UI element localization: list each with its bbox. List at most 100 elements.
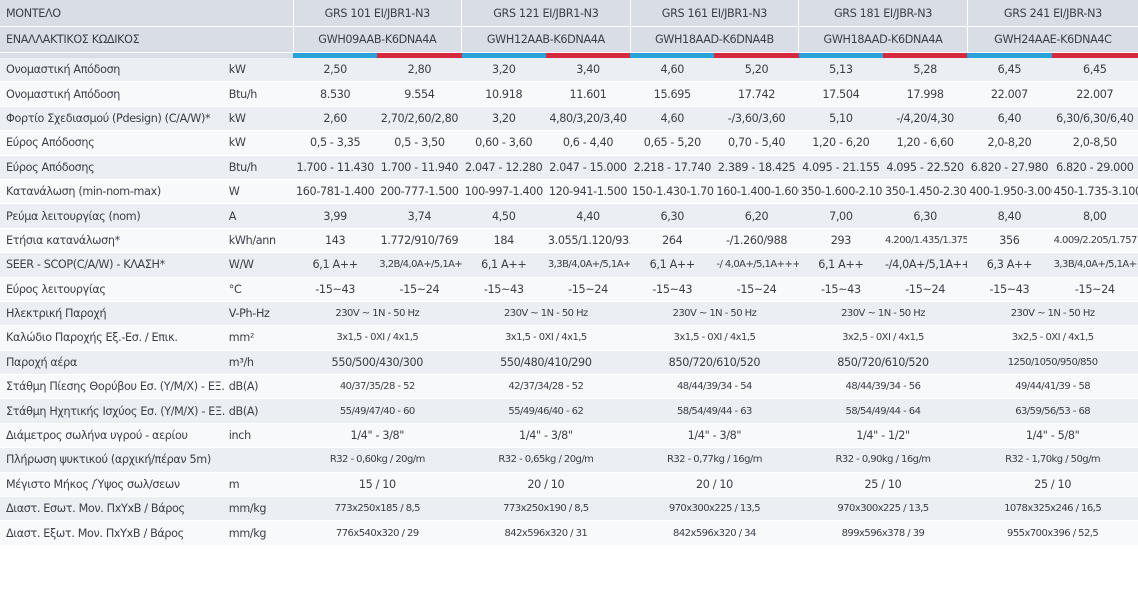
spec-value: -/ 4,0A+/5,1A+++ — [714, 252, 799, 278]
spec-value: 6,45 — [967, 58, 1052, 83]
spec-value: 1.700 - 11.940 — [377, 155, 462, 180]
spec-unit: inch — [224, 423, 294, 449]
spec-row: Εύρος λειτουργίας °C -15~43 -15~24 -15~43 -15… — [0, 277, 1138, 302]
heating-bar — [714, 52, 799, 58]
spec-value: 8,00 — [1051, 203, 1138, 229]
spec-value: 25 / 10 — [967, 472, 1138, 498]
spec-value: 3,99 — [293, 203, 378, 229]
spec-value: -15~24 — [882, 277, 968, 302]
spec-unit: mm/kg — [224, 496, 294, 522]
spec-unit: Btu/h — [224, 81, 294, 107]
spec-table-body: ΜΟΝΤΕΛΟ GRS 101 EI/JBR1-N3 GRS 121 EI/JBR1… — [0, 0, 1138, 546]
heating-bar — [882, 52, 968, 58]
spec-value: 143 — [293, 228, 378, 254]
spec-value: 356 — [967, 228, 1052, 254]
spec-value: 2.218 - 17.740 — [630, 155, 715, 180]
spec-value: 58/54/49/44 - 64 — [798, 398, 968, 424]
spec-value: 2.389 - 18.425 — [714, 155, 799, 180]
spec-label: Ονομαστική Απόδοση — [0, 58, 225, 83]
spec-value: 1.772/910/769 — [377, 228, 462, 254]
spec-label: Μέγιστο Μήκος /Ύψος σωλ/σεων — [0, 472, 225, 498]
spec-label: Διαστ. Εξωτ. Μον. ΠxΥxΒ / Βάρος — [0, 520, 225, 546]
spec-value: 2,70/2,60/2,80 — [377, 106, 462, 132]
spec-value: 3x1,5 - 0XI / 4x1,5 — [293, 325, 462, 351]
spec-unit: mm² — [224, 325, 294, 351]
spec-row: Πλήρωση ψυκτικού (αρχική/πέραν 5m) R32 - … — [0, 447, 1138, 473]
spec-value: 2,0-8,50 — [1051, 130, 1138, 156]
spec-value: 4.009/2.205/1.757 — [1051, 228, 1138, 254]
spec-value: 230V ~ 1N - 50 Hz — [293, 301, 462, 327]
spec-value: 1250/1050/950/850 — [967, 350, 1138, 376]
spec-value: 842x596x320 / 31 — [461, 520, 631, 546]
spec-value: R32 - 0,77kg / 16g/m — [630, 447, 799, 473]
spec-row: SEER - SCOP(C/A/W) - ΚΛΑΣΗ* W/W 6,1 A++ 3,2… — [0, 252, 1138, 278]
spec-value: 5,28 — [882, 58, 968, 83]
spec-value: 49/44/41/39 - 58 — [967, 374, 1138, 400]
spec-row: Παροχή αέρα m³/h 550/500/430/300 550/480/41… — [0, 350, 1138, 376]
spec-row: Διαστ. Εσωτ. Μον. ΠxΥxΒ / Βάρος mm/kg 773x… — [0, 496, 1138, 522]
spec-value: 3,3B/4,0A+/5,1A+++ — [1051, 252, 1138, 278]
spec-value: 2,50 — [293, 58, 378, 83]
spec-value: 450-1.735-3.100 — [1051, 179, 1138, 205]
spec-value: 4,50 — [461, 203, 546, 229]
cooling-bar — [293, 52, 378, 58]
spec-value: 5,20 — [714, 58, 799, 83]
spec-row: Ηλεκτρική Παροχή V-Ph-Hz 230V ~ 1N - 50 Hz… — [0, 301, 1138, 327]
spec-value: 55/49/46/40 - 62 — [461, 398, 631, 424]
header-row-model: ΜΟΝΤΕΛΟ GRS 101 EI/JBR1-N3 GRS 121 EI/JBR1… — [0, 0, 1138, 27]
spec-value: 6,45 — [1051, 58, 1138, 83]
spec-row: Μέγιστο Μήκος /Ύψος σωλ/σεων m 15 / 10 20 /… — [0, 472, 1138, 498]
spec-value: 899x596x378 / 39 — [798, 520, 968, 546]
spec-value: -/3,60/3,60 — [714, 106, 799, 132]
spec-value: 1/4" - 5/8" — [967, 423, 1138, 449]
spec-value: 160-1.400-1.600 — [714, 179, 799, 205]
spec-value: R32 - 0,65kg / 20g/m — [461, 447, 631, 473]
spec-value: 970x300x225 / 13,5 — [630, 496, 799, 522]
spec-value: R32 - 1,70kg / 50g/m — [967, 447, 1138, 473]
spec-row: Ρεύμα λειτουργίας (nom) A 3,99 3,74 4,50 4,40… — [0, 203, 1138, 229]
spec-value: 4,60 — [630, 106, 715, 132]
spec-unit: °C — [224, 277, 294, 302]
spec-unit: dB(A) — [224, 374, 294, 400]
spec-value: 4.200/1.435/1.375 — [882, 228, 968, 254]
spec-value: -15~43 — [630, 277, 715, 302]
model-code: GWH09AAB-K6DNA4A — [292, 26, 462, 53]
spec-value: 0,65 - 5,20 — [630, 130, 715, 156]
spec-value: 3x1,5 - 0XI / 4x1,5 — [461, 325, 631, 351]
spec-value: 230V ~ 1N - 50 Hz — [630, 301, 799, 327]
spec-row: Κατανάλωση (min-nom-max) W 160-781-1.400 20… — [0, 179, 1138, 205]
spec-value: 11.601 — [545, 81, 631, 107]
spec-label: Διαστ. Εσωτ. Μον. ΠxΥxΒ / Βάρος — [0, 496, 225, 522]
spec-label: Διάμετρος σωλήνα υγρού - αερίου — [0, 423, 225, 449]
spec-value: 6,1 A++ — [293, 252, 378, 278]
spec-value: 6,20 — [714, 203, 799, 229]
spec-value: 550/500/430/300 — [293, 350, 462, 376]
spec-value: 230V ~ 1N - 50 Hz — [461, 301, 631, 327]
spec-label: Εύρος Απόδοσης — [0, 130, 225, 156]
spec-unit: kW — [224, 58, 294, 83]
spec-value: 350-1.600-2.100 — [798, 179, 883, 205]
model-label: ΜΟΝΤΕΛΟ — [0, 0, 294, 27]
spec-unit: m³/h — [224, 350, 294, 376]
spec-unit — [224, 447, 294, 473]
spec-value: 100-997-1.400 — [461, 179, 546, 205]
spec-value: 17.742 — [714, 81, 799, 107]
spec-value: 350-1.450-2.300 — [882, 179, 968, 205]
spec-value: R32 - 0,60kg / 20g/m — [293, 447, 462, 473]
model-code: GWH24AAE-K6DNA4C — [966, 26, 1138, 53]
spec-value: 8,40 — [967, 203, 1052, 229]
spec-unit: W/W — [224, 252, 294, 278]
spec-label: Παροχή αέρα — [0, 350, 225, 376]
spec-table: ΜΟΝΤΕΛΟ GRS 101 EI/JBR1-N3 GRS 121 EI/JBR1… — [0, 0, 1138, 546]
spec-value: 63/59/56/53 - 68 — [967, 398, 1138, 424]
spec-unit: V-Ph-Hz — [224, 301, 294, 327]
heating-bar — [545, 52, 631, 58]
model-name: GRS 101 EI/JBR1-N3 — [292, 0, 462, 27]
spec-value: 15.695 — [630, 81, 715, 107]
spec-value: 773x250x190 / 8,5 — [461, 496, 631, 522]
bar-spacer — [0, 52, 294, 58]
spec-value: 1,20 - 6,60 — [882, 130, 968, 156]
spec-value: 3x2,5 - 0XI / 4x1,5 — [967, 325, 1138, 351]
spec-unit: dB(A) — [224, 398, 294, 424]
spec-value: 2,60 — [293, 106, 378, 132]
